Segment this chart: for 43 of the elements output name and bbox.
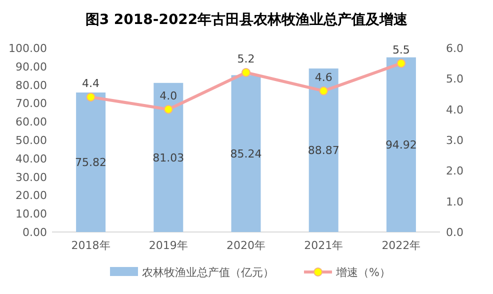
point bbox=[86, 92, 96, 102]
y2-tick-label: 1.0 bbox=[446, 195, 464, 208]
y-tick-label: 50.00 bbox=[16, 134, 47, 147]
bar bbox=[231, 75, 261, 232]
data-label: 4.4 bbox=[82, 77, 100, 90]
y-tick-label: 100.00 bbox=[8, 42, 47, 55]
x-tick-label: 2020年 bbox=[226, 239, 266, 252]
y-tick-label: 40.00 bbox=[16, 152, 47, 166]
y2-tick-label: 0.0 bbox=[446, 226, 464, 239]
data-label: 5.5 bbox=[392, 43, 410, 56]
point bbox=[164, 104, 173, 114]
bar bbox=[154, 82, 184, 232]
y-tick-label: 60.00 bbox=[16, 116, 47, 129]
data-label: 88.87 bbox=[308, 144, 340, 158]
data-label: 5.2 bbox=[237, 52, 255, 66]
bar bbox=[76, 92, 106, 232]
point bbox=[242, 68, 250, 78]
point bbox=[396, 58, 406, 68]
y-tick-label: 30.00 bbox=[16, 170, 47, 184]
y-tick-label: 90.00 bbox=[16, 60, 47, 74]
x-tick-label: 2022年 bbox=[382, 239, 421, 252]
x-tick-label: 2021年 bbox=[304, 239, 344, 252]
y2-tick-label: 2.0 bbox=[446, 164, 464, 178]
bar bbox=[308, 68, 338, 232]
y-tick-label: 0.00 bbox=[22, 226, 47, 239]
bar bbox=[386, 57, 416, 232]
y2-tick-label: 4.0 bbox=[446, 103, 464, 116]
legend-label: 农林牧渔业总产值（亿元） bbox=[142, 266, 274, 279]
y-tick-label: 80.00 bbox=[16, 78, 47, 92]
y2-tick-label: 3.0 bbox=[446, 134, 464, 147]
legend-label: 增速（%） bbox=[335, 266, 390, 279]
y-tick-label: 70.00 bbox=[16, 97, 47, 110]
x-tick-label: 2018年 bbox=[71, 239, 110, 252]
y-tick-label: 20.00 bbox=[16, 189, 47, 202]
y-tick-label: 10.00 bbox=[16, 208, 47, 221]
x-tick-label: 2019年 bbox=[148, 239, 188, 252]
data-label: 4.6 bbox=[314, 70, 332, 84]
data-label: 94.92 bbox=[385, 138, 417, 152]
y2-tick-label: 6.0 bbox=[446, 42, 464, 55]
y2-tick-label: 5.0 bbox=[446, 72, 464, 86]
point bbox=[319, 86, 328, 96]
chart-title: 图3 2018-2022年古田县农林牧渔业总产值及增速 bbox=[85, 11, 409, 28]
data-label: 4.0 bbox=[160, 89, 178, 102]
